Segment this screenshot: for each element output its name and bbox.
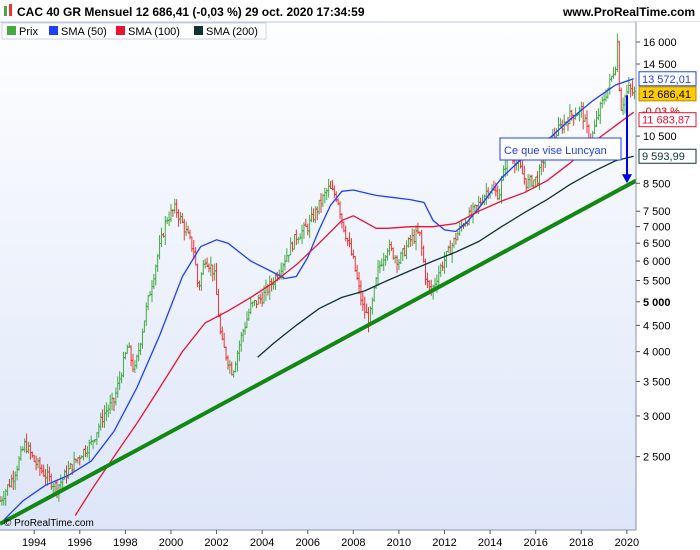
series-line-sma200 xyxy=(257,155,634,358)
x-axis-panel xyxy=(0,530,700,550)
x-tick-label: 2016 xyxy=(523,537,547,549)
y-tick-label: 6 500 xyxy=(643,238,671,250)
legend-label-sma200: SMA (200) xyxy=(206,26,258,38)
y-tick-label: 16 000 xyxy=(643,37,677,49)
y-axis: 16 000 14 500 10 500 8 500 7 500 7 000 6 500 6 … xyxy=(636,37,677,464)
y-tick-label: 3 000 xyxy=(643,411,671,423)
x-tick-label: 2020 xyxy=(615,537,639,549)
legend-swatch-sma200 xyxy=(194,26,203,35)
header-bar xyxy=(0,0,700,22)
chart-title: CAC 40 GR Mensuel 12 686,41 (-0,03 %) 29… xyxy=(17,5,365,19)
annotation-box xyxy=(499,137,622,161)
legend-label-sma100: SMA (100) xyxy=(128,26,180,38)
value-label: 11 683,87 xyxy=(642,115,690,127)
trendline-group xyxy=(0,178,636,526)
arrow-head xyxy=(622,174,632,184)
x-tick-label: 2006 xyxy=(295,537,319,549)
y-tick-label: 3 500 xyxy=(643,376,671,388)
y-tick-label: 2 500 xyxy=(643,452,671,464)
y-tick-label: 14 500 xyxy=(643,59,677,71)
value-label-box xyxy=(638,71,697,87)
x-tick-label: 1994 xyxy=(22,537,46,549)
y-axis-panel xyxy=(636,22,700,530)
annotation-label: Ce que vise Luncyan xyxy=(504,145,607,157)
moving-averages xyxy=(0,78,635,525)
x-tick-label: 1998 xyxy=(113,537,137,549)
legend-swatch-prix xyxy=(7,26,16,35)
value-label: 13 572,01 xyxy=(642,74,691,86)
x-tick-label: 2008 xyxy=(341,537,365,549)
annotation-arrow xyxy=(622,95,632,184)
legend-label-prix: Prix xyxy=(19,26,38,38)
candle-icon xyxy=(9,4,12,16)
y-tick-label: 10 500 xyxy=(643,131,677,143)
y-tick-label: 4 500 xyxy=(643,320,671,332)
x-tick-label: 1996 xyxy=(68,537,92,549)
x-axis: 1994 1996 1998 2000 2002 2004 2006 2008 2010 2012… xyxy=(22,530,639,549)
series-line-sma100 xyxy=(74,111,635,516)
trendline xyxy=(0,178,636,526)
watermark: © ProRealTime.com xyxy=(4,518,94,529)
value-label-box xyxy=(638,148,697,164)
legend-swatch-sma100 xyxy=(116,26,125,35)
x-tick-label: 2000 xyxy=(159,537,183,549)
price-bars xyxy=(0,33,636,506)
x-tick-label: 2018 xyxy=(569,537,593,549)
y-tick-label: 7 000 xyxy=(643,222,671,234)
x-tick-label: 2010 xyxy=(387,537,411,549)
x-tick-label: 2002 xyxy=(204,537,228,549)
plot-background xyxy=(0,0,636,530)
legend-swatch-sma50 xyxy=(49,26,58,35)
y-tick-label: 4 000 xyxy=(643,347,671,359)
value-label-box xyxy=(638,86,697,102)
candle-icon xyxy=(4,6,7,16)
value-label-box xyxy=(638,112,697,128)
y-tick-label: 8 500 xyxy=(643,178,671,190)
x-tick-label: 2014 xyxy=(478,537,502,549)
value-label: 9 593,99 xyxy=(642,151,685,163)
series-line-sma50 xyxy=(0,78,634,525)
legend-label-sma50: SMA (50) xyxy=(61,26,107,38)
y-tick-label: 5 000 xyxy=(643,297,671,309)
value-label: 12 686,41 xyxy=(642,89,691,101)
site-name[interactable]: www.ProRealTime.com xyxy=(562,5,695,19)
y-tick-label: 6 000 xyxy=(643,256,671,268)
y-tick-label: 5 500 xyxy=(643,276,671,288)
y-tick-label: 7 500 xyxy=(643,206,671,218)
x-tick-label: 2012 xyxy=(432,537,456,549)
x-tick-label: 2004 xyxy=(250,537,274,549)
